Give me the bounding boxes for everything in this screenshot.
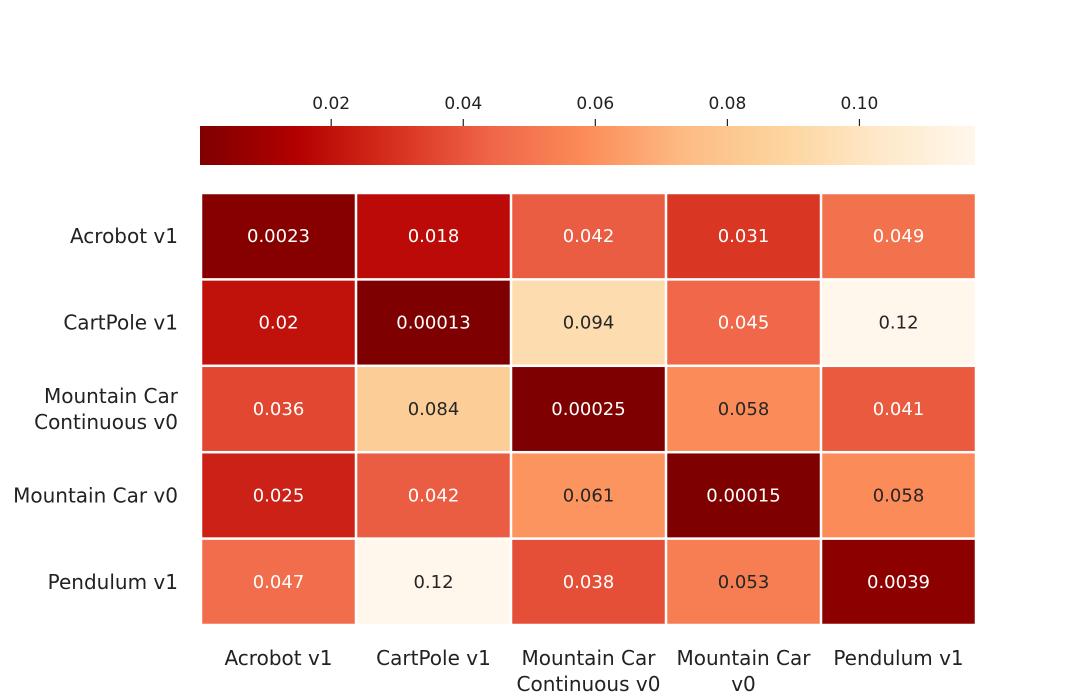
colorbar-tick-label: 0.02 — [312, 94, 350, 114]
row-labels: Acrobot v1 CartPole v1 Mountain Car Continu… — [13, 224, 179, 594]
cell-value-label: 0.058 — [873, 485, 925, 506]
heatmap-cell — [822, 539, 975, 624]
heatmap-cell — [667, 453, 820, 538]
cell-value-label: 0.053 — [718, 572, 770, 593]
column-label: Mountain Car v0 — [677, 646, 812, 696]
cell-value-label: 0.042 — [563, 226, 615, 247]
cell-value-label: 0.00013 — [396, 313, 470, 334]
heatmap-cell — [202, 280, 355, 365]
column-label: Mountain Car Continuous v0 — [517, 646, 661, 696]
heatmap-cell — [512, 194, 665, 279]
heatmap-cell — [357, 194, 510, 279]
cell-value-label: 0.0023 — [247, 226, 310, 247]
column-label: Acrobot v1 — [224, 646, 332, 670]
cell-value-label: 0.025 — [253, 485, 305, 506]
heatmap-cell — [202, 539, 355, 624]
cell-value-label: 0.047 — [253, 572, 305, 593]
heatmap-cell — [667, 539, 820, 624]
cell-value-label: 0.038 — [563, 572, 615, 593]
heatmap-cell — [822, 453, 975, 538]
cell-value-label: 0.0039 — [867, 572, 930, 593]
colorbar-tick-label: 0.08 — [708, 94, 746, 114]
heatmap-cell — [667, 367, 820, 451]
cell-value-label: 0.00015 — [706, 485, 780, 506]
cell-value-label: 0.049 — [873, 226, 925, 247]
cell-value-label: 0.058 — [718, 399, 770, 420]
column-label: CartPole v1 — [376, 646, 491, 670]
colorbar: 0.02 0.04 0.06 0.08 0.10 — [200, 94, 975, 165]
cell-value-label: 0.084 — [408, 399, 460, 420]
heatmap-cell — [202, 367, 355, 451]
heatmap-cells: 0.0023 0.018 0.042 0.031 0.049 0.02 0.00013 0.0… — [202, 194, 975, 624]
row-label: Mountain Car v0 — [13, 483, 178, 507]
cell-value-label: 0.041 — [873, 399, 925, 420]
cell-value-label: 0.045 — [718, 313, 770, 334]
cell-value-label: 0.042 — [408, 485, 460, 506]
heatmap-cell — [822, 280, 975, 365]
cell-value-label: 0.061 — [563, 485, 615, 506]
colorbar-tick-label: 0.06 — [576, 94, 614, 114]
cell-value-label: 0.12 — [413, 572, 453, 593]
row-label: CartPole v1 — [63, 311, 178, 335]
colorbar-gradient — [200, 126, 975, 165]
cell-value-label: 0.018 — [408, 226, 460, 247]
heatmap-cell — [512, 453, 665, 538]
colorbar-tick-label: 0.10 — [841, 94, 879, 114]
heatmap-cell — [357, 367, 510, 451]
cell-value-label: 0.00025 — [551, 399, 625, 420]
heatmap-cell — [822, 194, 975, 279]
cell-value-label: 0.036 — [253, 399, 305, 420]
heatmap-cell — [822, 367, 975, 451]
heatmap-cell — [357, 280, 510, 365]
heatmap-cell — [512, 539, 665, 624]
row-label: Pendulum v1 — [48, 570, 178, 594]
heatmap-cell — [667, 194, 820, 279]
heatmap-cell — [512, 280, 665, 365]
row-label: Mountain Car Continuous v0 — [34, 384, 179, 434]
cell-value-label: 0.031 — [718, 226, 770, 247]
cell-value-label: 0.094 — [563, 313, 615, 334]
heatmap-cell — [667, 280, 820, 365]
column-label: Pendulum v1 — [833, 646, 963, 670]
cell-value-label: 0.12 — [878, 313, 918, 334]
column-labels: Acrobot v1 CartPole v1 Mountain Car Continu… — [224, 646, 963, 696]
heatmap-cell — [512, 367, 665, 451]
heatmap-cell — [202, 194, 355, 279]
cell-value-label: 0.02 — [258, 313, 298, 334]
colorbar-tick-label: 0.04 — [444, 94, 482, 114]
heatmap-cell — [357, 453, 510, 538]
row-label: Acrobot v1 — [70, 224, 178, 248]
heatmap-cell — [202, 453, 355, 538]
heatmap-cell — [357, 539, 510, 624]
